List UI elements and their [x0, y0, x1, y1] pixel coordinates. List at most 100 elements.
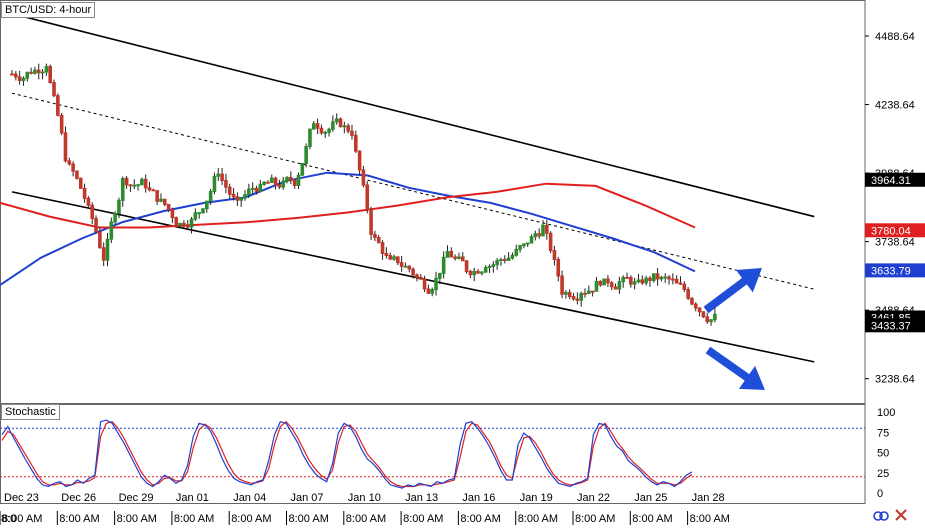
x-date-label: Dec 26 [61, 492, 96, 504]
candle-body [346, 125, 350, 132]
price-label-resistance: 3964.31 [871, 175, 911, 187]
candle-body [705, 316, 710, 323]
candle-body [292, 179, 297, 186]
candle-body [388, 255, 392, 260]
candle-body [678, 282, 683, 285]
candle-body [21, 77, 26, 82]
candle-body [90, 204, 95, 219]
candle-body [697, 307, 702, 313]
x-date-label: Jan 25 [634, 492, 667, 504]
candle-body [445, 250, 450, 258]
candle-body [151, 189, 156, 192]
candle-body [178, 222, 182, 226]
candle-body [163, 198, 167, 205]
candle-body [300, 162, 305, 176]
candle-body [579, 292, 583, 301]
candle-body [315, 123, 320, 129]
x-date-label: Jan 22 [577, 492, 610, 504]
candle-body [506, 257, 511, 261]
arrow-up-icon [703, 268, 762, 314]
x-date-label: Jan 10 [348, 492, 381, 504]
x-date-label: Jan 19 [520, 492, 553, 504]
candle-body [159, 198, 163, 202]
candle-body [438, 272, 442, 279]
candle-body [75, 170, 79, 179]
x-date-label: Jan 01 [176, 492, 209, 504]
candle-body [682, 283, 687, 291]
candle-body [227, 186, 232, 195]
candle-body [254, 187, 259, 192]
candle-body [342, 125, 347, 128]
candle-body [14, 73, 18, 78]
candle-body [648, 277, 652, 281]
candle-body [212, 175, 217, 192]
candle-body [269, 177, 274, 183]
candle-body [548, 232, 553, 252]
candle-body [48, 65, 53, 84]
candle-body [120, 177, 125, 201]
candle-body [105, 238, 110, 261]
candle-body [132, 184, 137, 187]
price-label-support: 3433.37 [871, 320, 911, 332]
candle-body [273, 177, 278, 186]
candle-body [308, 128, 312, 148]
x-time-label: 8:00 AM [403, 513, 443, 525]
sma-slow-line [0, 182, 696, 229]
price-axis-label: 3738.64 [875, 237, 915, 249]
stoch-k-line [1, 419, 693, 489]
candle-body [220, 173, 224, 181]
candle-body [632, 281, 637, 285]
candle-body [525, 242, 530, 245]
candle-body [480, 271, 484, 274]
x-time-label: 8:00 AM [575, 513, 615, 525]
candle-body [709, 319, 713, 323]
candle-body [247, 188, 251, 196]
candle-body [296, 174, 301, 186]
candle-body [514, 248, 519, 256]
candle-body [567, 292, 572, 298]
price-label-box-sma_fast [865, 263, 925, 278]
chart-title: BTC/USD: 4-hour [1, 2, 96, 18]
candle-body [472, 270, 477, 276]
candle-body [166, 203, 171, 211]
candle-body [17, 76, 22, 82]
candle-body [25, 71, 30, 79]
candle-body [483, 266, 488, 273]
candle-body [143, 178, 148, 189]
candle-body [457, 256, 461, 259]
candle-body [422, 278, 427, 290]
candle-body [311, 123, 316, 130]
candle-body [216, 173, 221, 177]
time-axis-bg [0, 510, 865, 524]
candle-body [155, 190, 159, 202]
candle-body [327, 128, 331, 133]
candle-body [522, 243, 526, 247]
candle-body [193, 212, 198, 220]
candle-body [453, 256, 457, 259]
candle-body [663, 276, 668, 279]
x-date-label: Jan 16 [462, 492, 495, 504]
candle-body [40, 71, 45, 74]
candle-body [560, 275, 564, 295]
price-axis-label: 4238.64 [875, 100, 915, 112]
candle-body [52, 82, 56, 97]
candle-body [430, 289, 434, 294]
candle-body [71, 163, 75, 172]
price-axis-label: 3238.64 [875, 374, 915, 386]
candle-body [304, 146, 308, 164]
x-time-label: 8:00 AM [59, 513, 99, 525]
link-icon [873, 511, 889, 521]
link-icon-ring-a [873, 511, 883, 521]
x-time-label: 8:00 AM [2, 513, 42, 525]
candle-body [545, 224, 549, 234]
candle-body [170, 209, 175, 219]
candle-body [533, 233, 538, 238]
stoch-axis-label: 50 [877, 448, 889, 460]
x-time-label: 8:00 AM [518, 513, 558, 525]
candle-body [239, 197, 243, 201]
x-time-label: 8:00 AM [690, 513, 730, 525]
candle-body [285, 176, 289, 182]
candle-body [564, 292, 568, 295]
